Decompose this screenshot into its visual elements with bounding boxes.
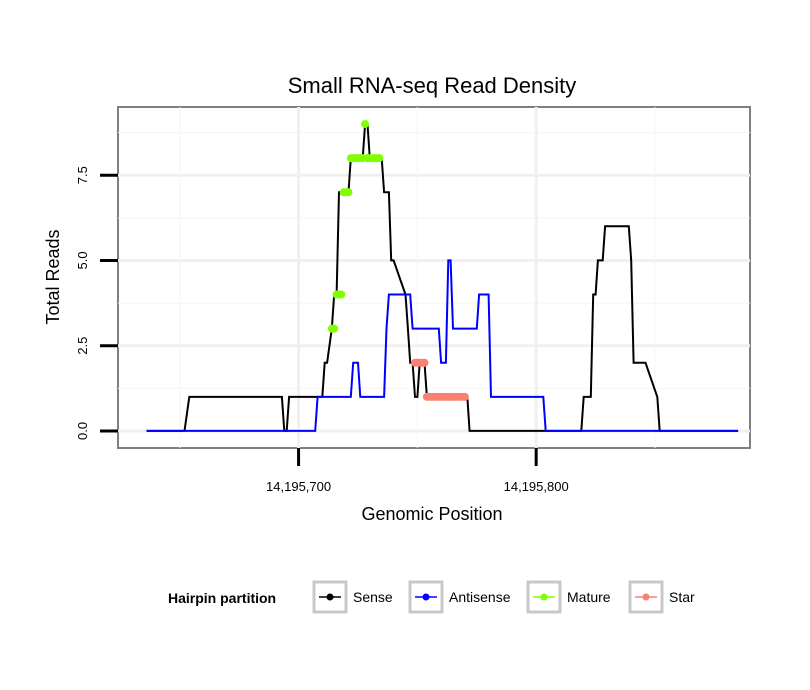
y-tick-label: 0.0 [75, 422, 90, 440]
legend-keys: Sense Antisense Mature Star [312, 580, 695, 614]
star-point [420, 358, 429, 367]
mature-point [375, 154, 384, 163]
chart-title: Small RNA-seq Read Density [288, 73, 577, 98]
y-tick-label: 5.0 [75, 251, 90, 269]
y-axis: 0.0 2.5 5.0 7.5 [75, 166, 118, 440]
mature-legend-label: Mature [567, 589, 611, 605]
x-tick-label: 14,195,800 [504, 479, 569, 494]
mature-point [330, 324, 339, 333]
mature-legend-key-point [540, 593, 548, 601]
star-legend-label: Star [669, 589, 695, 605]
plot-panel [117, 106, 751, 449]
antisense-series-line [146, 259, 739, 432]
legend-title: Hairpin partition [168, 590, 276, 606]
mature-point [344, 188, 353, 197]
sense-legend-label: Sense [353, 589, 393, 605]
star-legend-key-point [642, 593, 650, 601]
antisense-legend-key-point [422, 593, 430, 601]
antisense-legend-label: Antisense [449, 589, 511, 605]
sense-legend-key-point [326, 593, 334, 601]
star-point [460, 392, 469, 401]
x-axis: 14,195,700 14,195,800 [266, 448, 569, 494]
y-axis-title: Total Reads [43, 229, 63, 324]
mature-point [337, 290, 346, 299]
x-tick-label: 14,195,700 [266, 479, 331, 494]
y-tick-label: 7.5 [75, 166, 90, 184]
x-axis-title: Genomic Position [361, 504, 502, 524]
legend: Hairpin partition Sense Antisense Mature St… [168, 580, 695, 614]
mature-point [361, 120, 370, 129]
series-layer [146, 120, 739, 432]
y-tick-label: 2.5 [75, 337, 90, 355]
